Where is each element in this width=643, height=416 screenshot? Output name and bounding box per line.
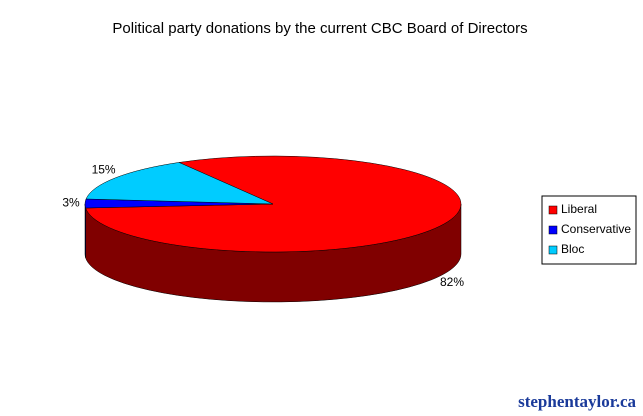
legend-label: Conservative <box>561 222 631 236</box>
legend: Liberal Conservative Bloc <box>548 202 631 256</box>
watermark: stephentaylor.ca <box>518 392 636 411</box>
legend-swatch <box>548 245 558 255</box>
slice <box>85 162 274 205</box>
data-label: 82% <box>440 275 464 289</box>
legend-box <box>541 195 637 265</box>
data-label: 3% <box>62 196 80 210</box>
slice-side <box>84 203 86 259</box>
legend-label: Liberal <box>561 202 597 216</box>
legend-swatch <box>548 225 558 235</box>
slice <box>85 155 462 253</box>
data-label: 15% <box>92 162 116 176</box>
chart-title: Political party donations by the current… <box>112 20 527 37</box>
pie: 82% 3% 15% <box>62 155 464 303</box>
legend-swatch <box>548 205 558 215</box>
legend-label: Bloc <box>561 242 584 256</box>
